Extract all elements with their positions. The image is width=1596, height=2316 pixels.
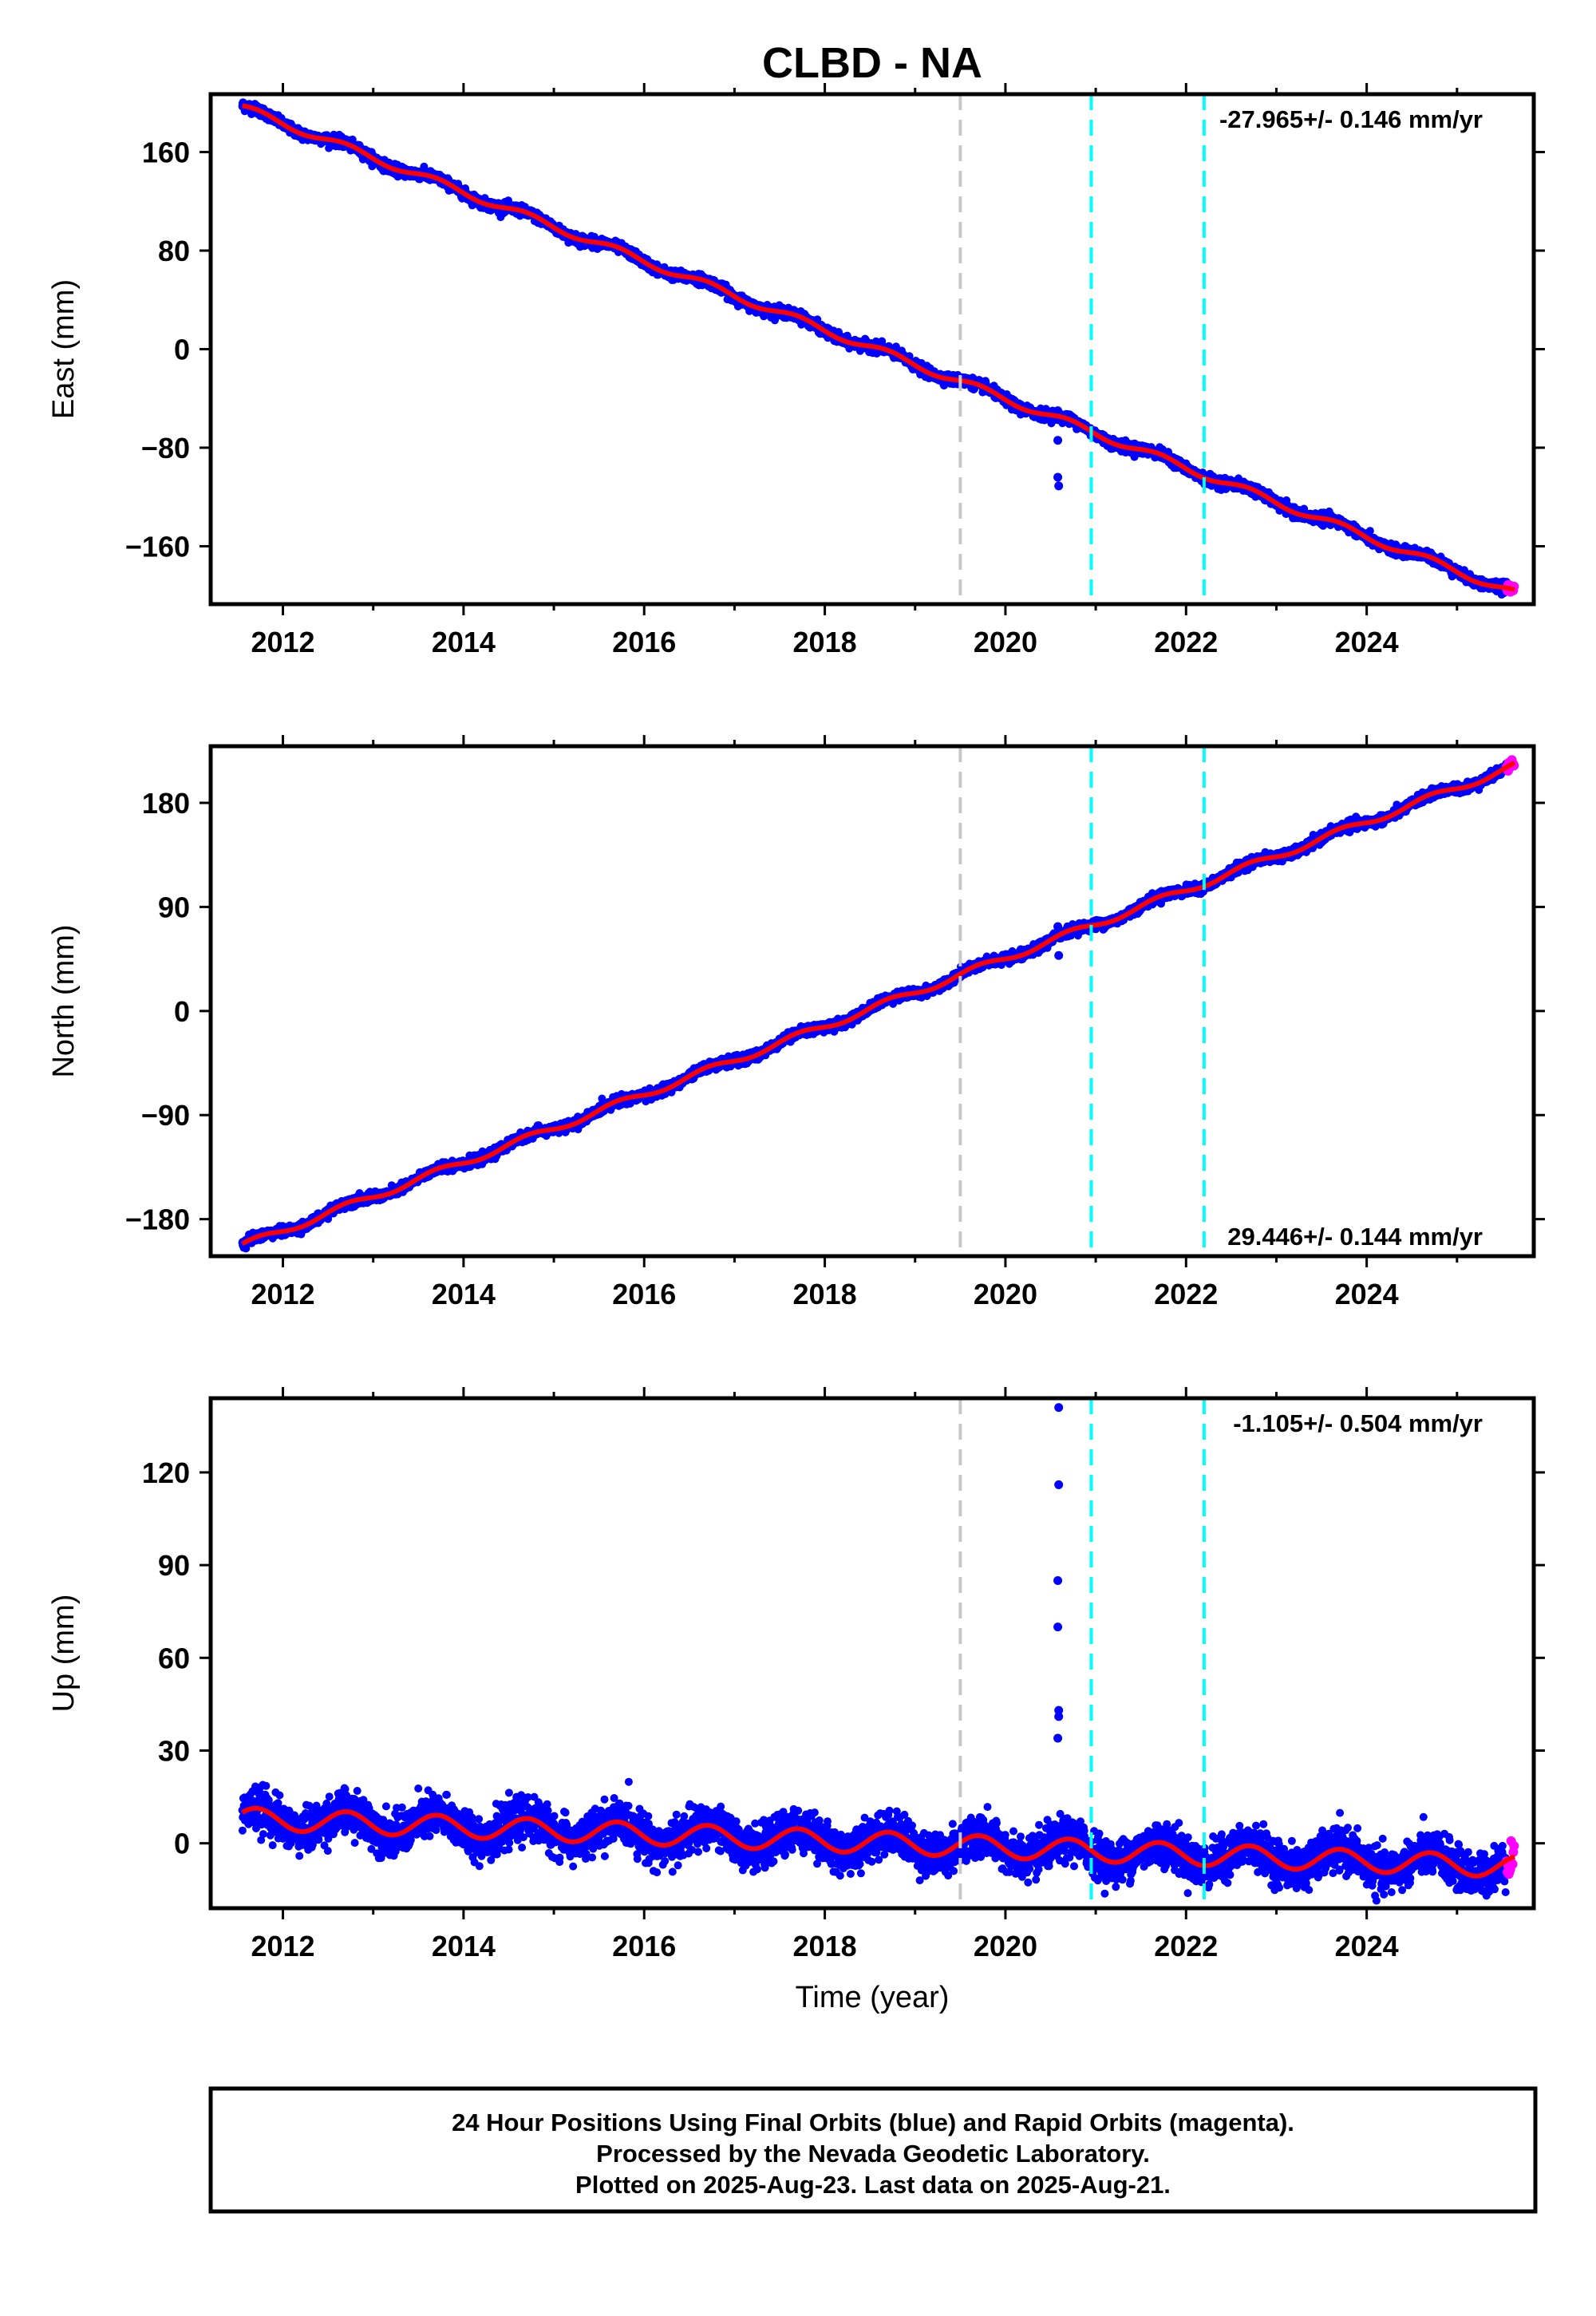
figure-title: CLBD - NA: [762, 39, 982, 87]
east-plot-area: [238, 98, 1519, 599]
east-data-point: [1365, 527, 1374, 536]
east-panel: 2012 2014 2016 2018 2020 2022 2024−160−8008016…: [47, 83, 1545, 658]
